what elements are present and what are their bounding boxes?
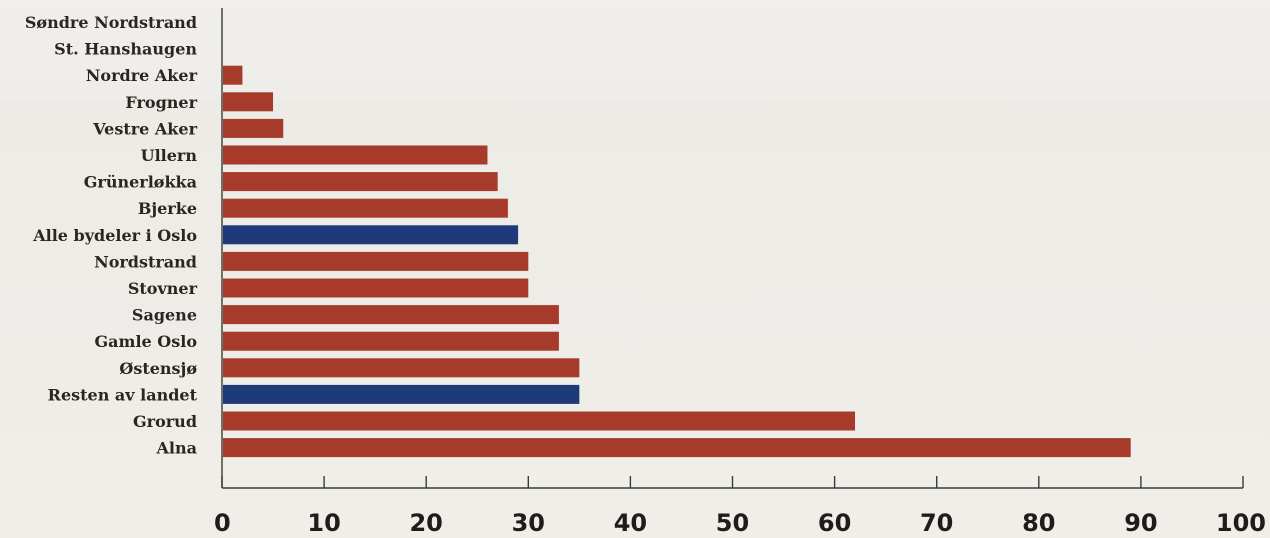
bar-stovner <box>223 278 529 298</box>
x-tick-labels: 0 10 20 30 40 50 60 70 80 90 100 <box>214 509 1266 537</box>
bar-bjerke <box>223 198 508 218</box>
category-label-ostensjo: Østensjø <box>119 359 197 378</box>
x-tick-label-70: 70 <box>920 509 953 537</box>
category-label-st-hanshaugen: St. Hanshaugen <box>54 40 197 59</box>
x-tick-label-40: 40 <box>614 509 647 537</box>
bar-vestre-aker <box>223 118 284 138</box>
x-axis <box>221 8 1244 489</box>
category-label-ullern: Ullern <box>141 146 198 165</box>
category-labels: Søndre Nordstrand St. Hanshaugen Nordre Ak… <box>25 13 198 458</box>
x-tick-label-30: 30 <box>512 509 545 537</box>
bar-nordre-aker <box>223 65 243 85</box>
x-tick-label-20: 20 <box>409 509 442 537</box>
category-label-bjerke: Bjerke <box>138 199 197 218</box>
bar-alle-bydeler-i-oslo <box>223 225 519 245</box>
category-label-vestre-aker: Vestre Aker <box>92 119 197 138</box>
bar-alna <box>223 438 1131 458</box>
bar-sagene <box>223 305 559 325</box>
category-label-nordre-aker: Nordre Aker <box>86 66 198 85</box>
x-tick-label-50: 50 <box>716 509 749 537</box>
category-label-sondre-nordstrand: Søndre Nordstrand <box>25 13 197 32</box>
x-tick-label-100: 100 <box>1216 509 1266 537</box>
category-label-frogner: Frogner <box>125 93 197 112</box>
bar-ostensjo <box>223 358 580 378</box>
bar-grorud <box>223 411 856 431</box>
bar-grunerlokka <box>223 172 498 192</box>
category-label-grunerlokka: Grünerløkka <box>84 173 197 192</box>
category-label-gamle-oslo: Gamle Oslo <box>95 332 198 351</box>
x-tick-label-60: 60 <box>818 509 851 537</box>
category-label-alle-bydeler-i-oslo: Alle bydeler i Oslo <box>32 226 197 245</box>
bar-gamle-oslo <box>223 331 559 351</box>
category-label-resten-av-landet: Resten av landet <box>48 385 198 404</box>
x-tick-label-0: 0 <box>214 509 231 537</box>
bars-group <box>223 65 1131 458</box>
category-label-nordstrand: Nordstrand <box>94 252 197 271</box>
category-label-stovner: Stovner <box>128 279 198 298</box>
category-label-sagene: Sagene <box>132 306 197 325</box>
bar-nordstrand <box>223 251 529 271</box>
bar-resten-av-landet <box>223 384 580 404</box>
x-tick-label-90: 90 <box>1124 509 1157 537</box>
x-tick-label-80: 80 <box>1022 509 1055 537</box>
bar-ullern <box>223 145 488 165</box>
category-label-grorud: Grorud <box>133 412 197 431</box>
category-label-alna: Alna <box>156 439 198 458</box>
bar-frogner <box>223 92 274 112</box>
x-tick-label-10: 10 <box>307 509 340 537</box>
